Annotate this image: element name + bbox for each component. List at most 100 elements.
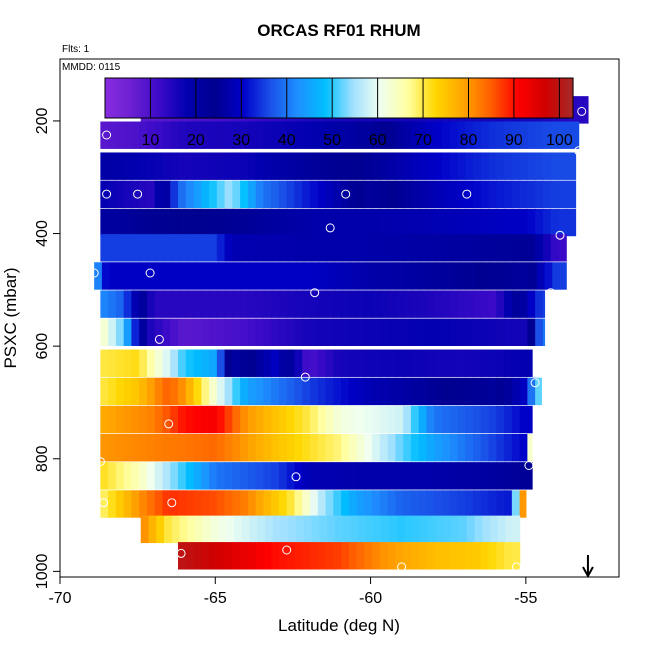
colorbar-swatch: [125, 78, 129, 118]
heatmap-cell-band-3: [216, 180, 226, 209]
heatmap-cell-band-15: [272, 515, 282, 544]
heatmap-cell-band-7: [542, 290, 546, 318]
heatmap-cell-band-16: [333, 542, 342, 570]
heatmap-cell-band-4: [224, 208, 233, 237]
heatmap-cell-band-10: [123, 377, 133, 406]
colorbar-swatch: [216, 78, 220, 118]
heatmap-cell-band-11: [511, 405, 521, 434]
heatmap-cell-band-2: [317, 152, 327, 180]
heatmap-cell-band-8: [519, 318, 528, 346]
heatmap-cell-band-11: [201, 405, 210, 434]
heatmap-cell-band-12: [465, 433, 474, 462]
heatmap-cell-band-16: [294, 542, 303, 570]
flight-marker: [282, 545, 292, 555]
heatmap-cell-band-7: [387, 290, 396, 318]
heatmap-cell-band-1: [131, 121, 140, 149]
heatmap-cell-band-7: [441, 290, 451, 318]
heatmap-cell-band-9: [263, 349, 272, 377]
colorbar-swatch: [243, 78, 247, 118]
heatmap-cell-band-10: [364, 377, 373, 406]
heatmap-cell-band-13: [372, 462, 381, 490]
heatmap-cell-band-4: [178, 208, 187, 237]
colorbar-swatch: [443, 78, 447, 118]
heatmap-cell-band-5: [247, 234, 257, 262]
heatmap-cell-band-1: [449, 121, 459, 149]
heatmap-cell-band-2: [139, 152, 148, 180]
heatmap-cell-band-5: [395, 234, 404, 262]
heatmap-cell-band-14: [395, 490, 404, 518]
heatmap-cell-band-4: [434, 208, 443, 237]
heatmap-cell-band-10: [325, 377, 334, 406]
heatmap-cell-band-1: [504, 121, 513, 149]
heatmap-cell-band-6: [358, 262, 367, 290]
heatmap-cell-band-12: [317, 433, 327, 462]
heatmap-cell-band-4: [379, 208, 389, 237]
heatmap-cell-band-12: [209, 433, 218, 462]
y-axis-ticks: 200 400 600 800 1000: [34, 107, 60, 589]
heatmap-cell-band-10: [310, 377, 319, 406]
heatmap-cell-band-3: [131, 180, 140, 209]
heatmap-cell-band-4: [255, 208, 265, 237]
heatmap-cell-band-15: [451, 515, 460, 544]
heatmap-cell-band-16: [193, 542, 202, 570]
colorbar-swatch: [513, 78, 517, 118]
heatmap-cell-band-10: [131, 377, 140, 406]
heatmap-cell-band-6: [466, 262, 476, 290]
heatmap-cell-band-1: [255, 121, 265, 149]
heatmap-cell-band-13: [201, 462, 210, 490]
heatmap-cell-band-14: [465, 490, 474, 518]
heatmap-cell-band-15: [288, 515, 297, 544]
heatmap-cell-band-13: [364, 462, 373, 490]
heatmap-cell-band-4: [154, 208, 164, 237]
colorbar-swatch: [248, 78, 251, 118]
heatmap-cell-band-2: [542, 152, 552, 180]
heatmap-cell-band-4: [240, 208, 249, 237]
heatmap-cell-band-12: [154, 433, 164, 462]
heatmap-cell-band-6: [404, 262, 414, 290]
colorbar-swatch: [359, 78, 363, 118]
heatmap-cell-band-16: [286, 542, 296, 570]
heatmap-cell-band-9: [527, 349, 533, 377]
heatmap-cell-band-4: [139, 208, 148, 237]
heatmap-cell-band-10: [403, 377, 412, 406]
heatmap-cell-band-4: [333, 208, 342, 237]
heatmap-cell-band-9: [146, 349, 156, 377]
heatmap-cell-band-8: [441, 318, 451, 346]
flight-marker: [133, 189, 143, 199]
heatmap-cell-band-7: [356, 290, 365, 318]
heatmap-cell-band-15: [195, 515, 204, 544]
heatmap-cell-band-6: [226, 262, 235, 290]
heatmap-cell-band-8: [286, 318, 296, 346]
heatmap-cell-band-11: [504, 405, 513, 434]
heatmap-cell-band-3: [317, 180, 327, 209]
heatmap-cell-band-5: [488, 234, 497, 262]
heatmap-cell-band-15: [474, 515, 483, 544]
flight-marker: [102, 130, 112, 140]
heatmap-cell-band-16: [511, 542, 521, 570]
heatmap-cell-band-5: [271, 234, 280, 262]
flight-marker: [397, 562, 407, 572]
arrow-head: [582, 566, 594, 579]
colorbar-swatch: [429, 78, 433, 118]
heatmap-cell-band-9: [480, 349, 490, 377]
colorbar-swatch: [409, 78, 413, 118]
heatmap-cell-band-4: [473, 208, 482, 237]
heatmap-cell-band-14: [511, 490, 521, 518]
heatmap-cell-band-5: [457, 234, 466, 262]
heatmap-cell-band-16: [480, 542, 490, 570]
heatmap-cell-band-1: [162, 121, 171, 149]
heatmap-cell-band-14: [379, 490, 389, 518]
heatmap-cell-band-15: [404, 515, 414, 544]
heatmap-cell-band-12: [100, 433, 109, 462]
colorbar-swatch: [182, 78, 186, 118]
colorbar-swatch: [543, 78, 547, 118]
heatmap-cell-band-2: [527, 152, 536, 180]
colorbar-swatch: [127, 78, 131, 118]
heatmap-cell-band-10: [496, 377, 505, 406]
colorbar-swatch: [191, 78, 195, 118]
heatmap-cell-band-16: [434, 542, 443, 570]
flight-marker: [577, 106, 587, 116]
heatmap-cell-band-13: [255, 462, 265, 490]
colorbar-swatch: [223, 78, 227, 118]
heatmap-cell-band-15: [334, 515, 344, 544]
